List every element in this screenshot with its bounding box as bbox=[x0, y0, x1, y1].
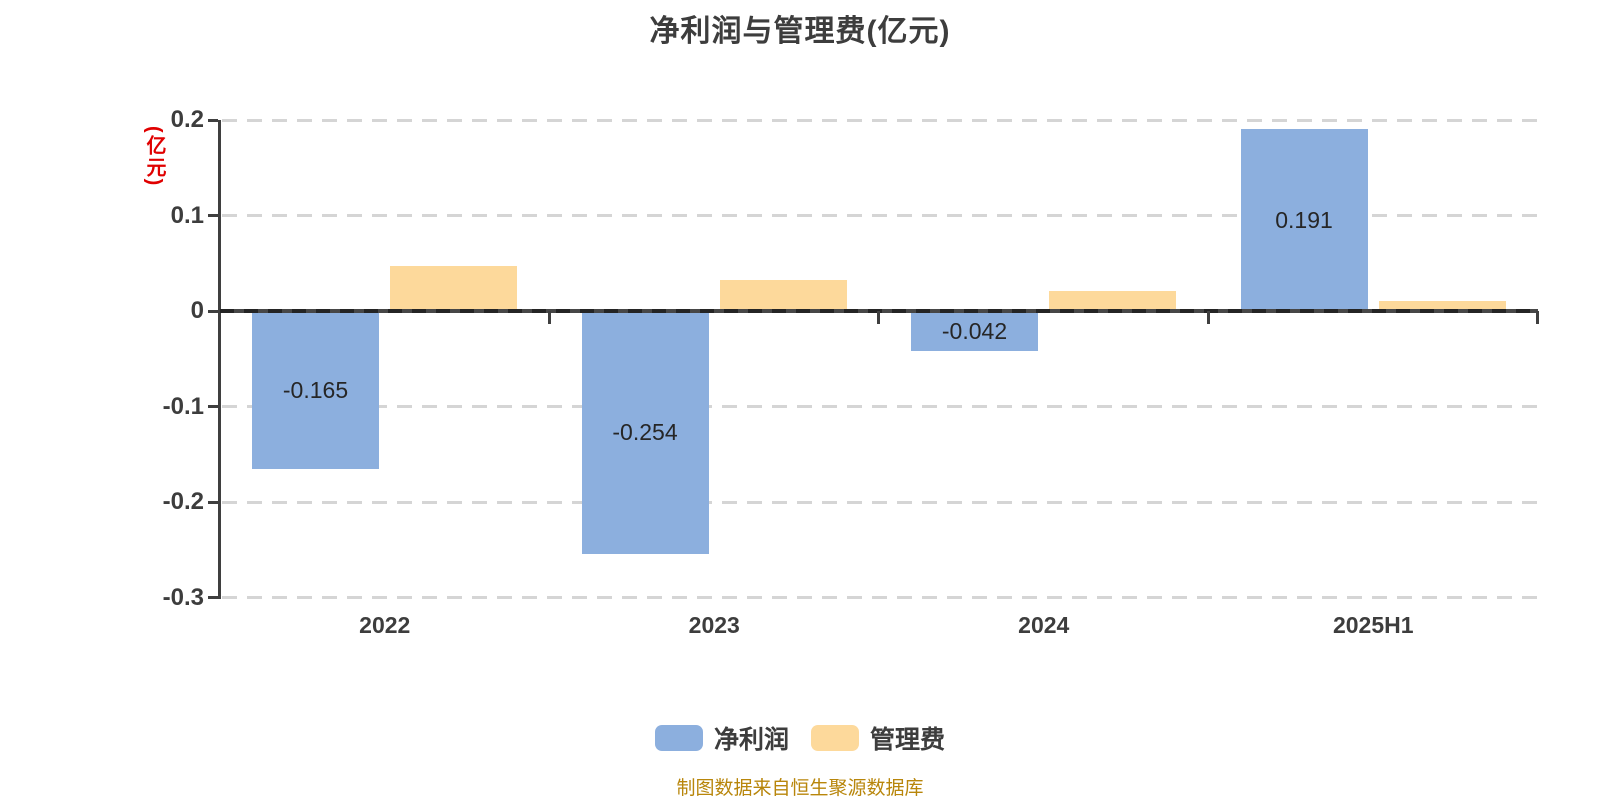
bar-management-fee-2024[interactable] bbox=[1049, 290, 1176, 311]
bar-net-profit-2024[interactable] bbox=[911, 311, 1038, 352]
gridline-y--0.2 bbox=[222, 500, 1538, 504]
data-source-note: 制图数据来自恒生聚源数据库 bbox=[676, 778, 924, 799]
y-axis-tick bbox=[208, 118, 218, 122]
bar-value-label: 0.191 bbox=[1275, 206, 1333, 233]
x-axis-label-2022: 2022 bbox=[359, 612, 411, 638]
gridline-y-0.2 bbox=[222, 118, 1538, 122]
gridline-y-0.1 bbox=[222, 214, 1538, 217]
y-axis-tick-label: 0.2 bbox=[170, 106, 204, 133]
x-axis-tick bbox=[547, 311, 551, 324]
legend-swatch-net-profit bbox=[654, 725, 703, 751]
y-axis-tick-label: -0.2 bbox=[162, 488, 204, 515]
y-axis-tick-label: 0.1 bbox=[170, 201, 204, 229]
x-axis-label-2023: 2023 bbox=[688, 612, 740, 638]
bar-value-label: -0.165 bbox=[282, 376, 349, 403]
x-axis-tick bbox=[877, 311, 880, 324]
legend-item-net-profit[interactable]: 净利润 bbox=[654, 720, 789, 756]
legend-label-management-fee: 管理费 bbox=[870, 726, 946, 754]
y-axis-tick bbox=[208, 500, 218, 504]
gridline-y--0.1 bbox=[222, 405, 1538, 408]
bar-management-fee-2022[interactable] bbox=[390, 266, 517, 311]
y-axis-line bbox=[218, 120, 221, 599]
legend-swatch-management-fee bbox=[811, 725, 859, 751]
bar-net-profit-2023[interactable] bbox=[581, 311, 709, 554]
y-axis-unit-label: (亿元) bbox=[143, 126, 165, 188]
bar-value-label: -0.254 bbox=[612, 419, 678, 446]
bar-net-profit-2025H1[interactable] bbox=[1240, 128, 1368, 311]
x-axis-tick bbox=[1536, 311, 1539, 324]
x-axis-label-2025H1: 2025H1 bbox=[1332, 612, 1414, 638]
x-axis-label-2024: 2024 bbox=[1018, 612, 1070, 638]
y-axis-tick-label: -0.1 bbox=[162, 392, 204, 420]
y-axis-tick-label: -0.3 bbox=[162, 583, 204, 611]
y-axis-tick-label: 0 bbox=[190, 297, 204, 324]
bar-net-profit-2022[interactable] bbox=[252, 311, 379, 469]
y-axis-tick bbox=[208, 214, 218, 217]
bar-value-label: -0.042 bbox=[941, 318, 1008, 345]
legend: 净利润 管理费 bbox=[0, 720, 1600, 756]
chart-title: 净利润与管理费(亿元) bbox=[649, 15, 951, 48]
bar-management-fee-2023[interactable] bbox=[719, 280, 847, 311]
y-axis-tick bbox=[208, 596, 218, 599]
x-axis-tick bbox=[1206, 311, 1210, 324]
legend-item-management-fee[interactable]: 管理费 bbox=[811, 720, 945, 756]
y-axis-tick bbox=[208, 309, 218, 313]
gridline-y--0.3 bbox=[222, 596, 1538, 599]
y-axis-tick bbox=[208, 405, 218, 408]
bar-management-fee-2025H1[interactable] bbox=[1378, 301, 1506, 311]
legend-label-net-profit: 净利润 bbox=[713, 726, 789, 754]
